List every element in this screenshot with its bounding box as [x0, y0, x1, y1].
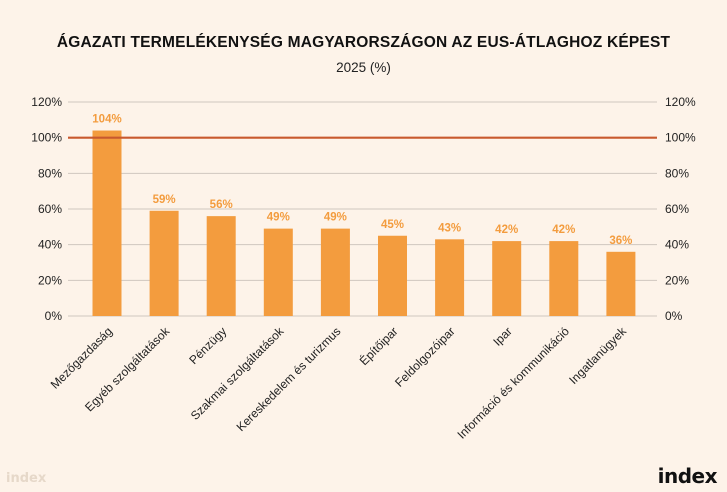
y-tick-label-left: 0% [45, 309, 63, 323]
y-tick-label-left: 60% [38, 202, 62, 216]
bar [92, 130, 122, 316]
data-label: 49% [324, 212, 347, 224]
data-label: 49% [267, 212, 290, 224]
bar [149, 210, 179, 316]
chart-subtitle: 2025 (%) [336, 60, 391, 75]
y-tick-label-right: 60% [665, 202, 689, 216]
x-tick-label: Építőipar [356, 324, 401, 369]
data-label: 43% [438, 222, 461, 234]
bar [549, 241, 579, 316]
data-labels: 104% 59% 56% 49% 49% 45% 43% 42% 42% 36% [92, 114, 632, 247]
data-label: 42% [552, 224, 575, 236]
y-tick-label-left: 20% [38, 273, 62, 287]
y-tick-label-left: 120% [31, 95, 62, 109]
data-label: 36% [609, 235, 632, 247]
bar [606, 251, 636, 316]
bar [492, 241, 522, 316]
y-tick-label-right: 120% [665, 95, 696, 109]
bar [320, 228, 350, 316]
bars [92, 130, 636, 316]
watermark: index [6, 471, 47, 486]
data-label: 45% [381, 219, 404, 231]
x-tick-label: Kereskedelem és turizmus [234, 324, 344, 434]
bar [206, 216, 236, 316]
bar [378, 235, 407, 316]
chart-title: ÁGAZATI TERMELÉKENYSÉG MAGYARORSZÁGON AZ… [56, 34, 671, 51]
data-label: 56% [210, 199, 233, 211]
x-tick-label: Feldolgozóipar [392, 324, 458, 390]
y-tick-label-left: 40% [38, 238, 62, 252]
y-tick-label-left: 100% [31, 131, 62, 145]
data-label: 59% [153, 194, 176, 206]
bar [263, 228, 293, 316]
x-tick-label: Információ és kommunikáció [454, 324, 572, 442]
x-tick-label: Pénzügy [186, 324, 229, 367]
data-label: 42% [495, 224, 518, 236]
data-label: 104% [92, 114, 121, 126]
x-tick-label: Szakmai szolgáltatások [188, 324, 287, 423]
y-tick-label-right: 0% [665, 309, 683, 323]
y-tick-label-right: 100% [665, 131, 696, 145]
y-axis-ticks: 0% 0% 20% 20% 40% 40% 60% 60% 80% 80% 100% 100% 120%… [31, 95, 696, 323]
x-tick-label: Ingatlanügyek [566, 324, 629, 387]
y-tick-label-right: 80% [665, 166, 689, 180]
y-tick-label-right: 40% [665, 238, 689, 252]
x-tick-label: Ipar [490, 324, 515, 349]
bar [435, 239, 465, 316]
index-logo: index [657, 464, 718, 488]
y-tick-label-left: 80% [38, 166, 62, 180]
y-tick-label-right: 20% [665, 273, 689, 287]
